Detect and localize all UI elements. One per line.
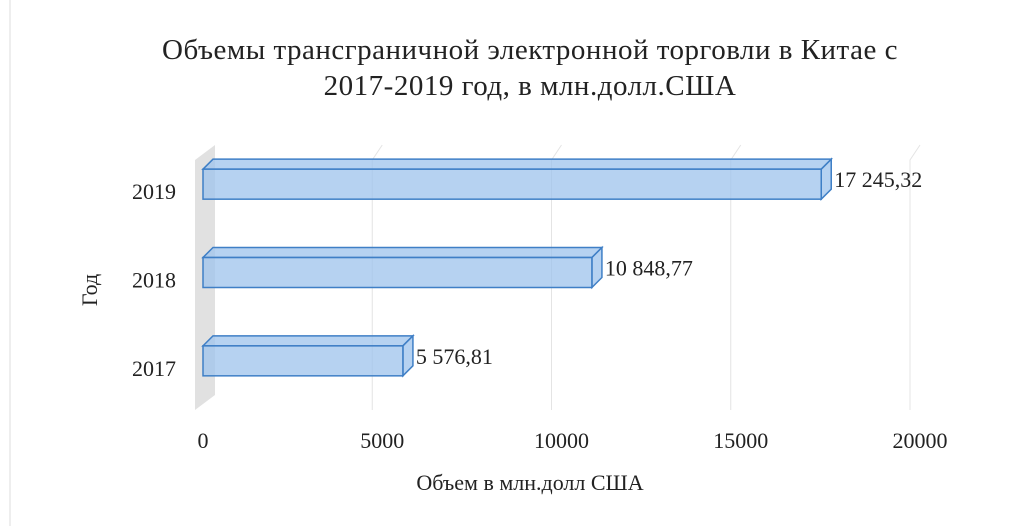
x-tick-label: 0 [198, 428, 209, 453]
bar [202, 345, 404, 377]
y-axis-title: Год [77, 274, 102, 306]
x-tick-label: 15000 [713, 428, 768, 453]
x-tick-label: 10000 [534, 428, 589, 453]
grid-line [909, 144, 921, 410]
bar-top [201, 246, 604, 259]
x-tick-label: 20000 [893, 428, 948, 453]
x-axis-title: Объем в млн.долл США [416, 470, 643, 495]
bar-top [201, 335, 415, 347]
data-label: 17 245,32 [834, 167, 922, 192]
x-tick-label: 5000 [360, 428, 404, 453]
chart-title: Объемы трансграничной электронной торгов… [162, 34, 898, 102]
data-label: 5 576,81 [416, 344, 493, 369]
data-label: 10 848,77 [605, 256, 693, 281]
y-tick-label: 2019 [132, 179, 176, 204]
bar [202, 168, 822, 200]
y-tick-label: 2018 [132, 268, 176, 293]
bar [202, 256, 593, 289]
y-tick-label: 2017 [132, 356, 176, 381]
bar-top [201, 158, 834, 170]
